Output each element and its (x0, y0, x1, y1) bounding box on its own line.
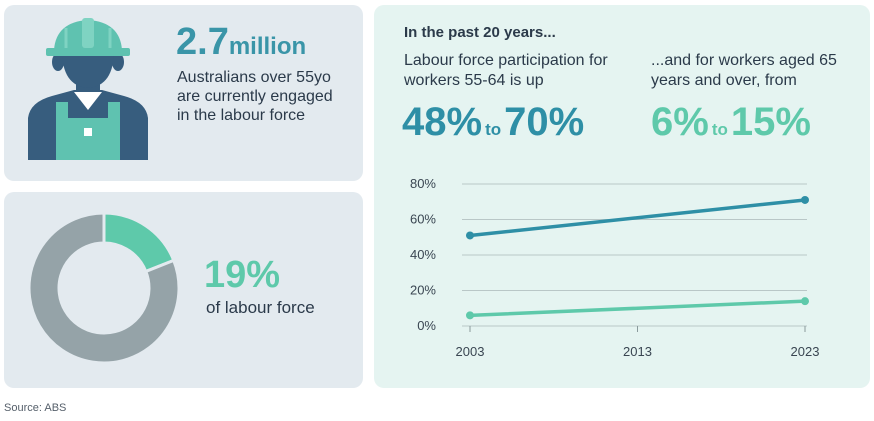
trend-65-from: 6% (651, 100, 709, 144)
participation-trend-card (374, 5, 870, 388)
x-tick-label: 2013 (623, 344, 652, 359)
workforce-unit: million (228, 33, 307, 60)
y-tick-label: 80% (410, 176, 436, 191)
source-note: Source: ABS (4, 402, 67, 414)
trend-5564-range: 48% to70% (402, 100, 584, 153)
x-tick-label: 2003 (456, 344, 485, 359)
labour-share-label: of labour force (206, 298, 315, 317)
trend-65-to: 15% (730, 100, 811, 144)
worker-hardhat-icon (28, 18, 148, 160)
trend-65-description: ...and for workers aged 65 years and ove… (651, 52, 837, 89)
labour-share-value: 19% (204, 254, 281, 296)
series-line-0 (468, 198, 807, 238)
trend-heading: In the past 20 years... (404, 24, 556, 41)
x-tick-label: 2023 (791, 344, 820, 359)
trend-5564-from: 48% (402, 100, 483, 144)
series-line-1 (468, 299, 807, 318)
series-point (466, 311, 474, 320)
series-point (466, 231, 474, 240)
workforce-description: Australians over 55yo are currently enga… (177, 69, 333, 124)
trend-65-connector: to (711, 120, 728, 139)
y-tick-label: 20% (410, 283, 436, 298)
series-point (801, 297, 809, 306)
y-tick-label: 60% (410, 212, 436, 227)
donut-slice-1 (28, 212, 180, 364)
donut-slice-0 (102, 212, 176, 274)
series-point (801, 195, 809, 204)
trend-65-range: 6% to15% (651, 100, 811, 153)
workforce-stat: 2.7million (176, 22, 306, 67)
labour-share-donut-chart (28, 212, 180, 364)
y-tick-label: 0% (417, 318, 436, 333)
trend-5564-to: 70% (504, 100, 585, 144)
trend-5564-connector: to (485, 120, 502, 139)
participation-line-chart: 0% 20% 40% 60% 80% 2003 2013 2023 (410, 176, 820, 359)
workforce-value: 2.7 (176, 21, 229, 63)
y-tick-label: 40% (410, 247, 436, 262)
trend-5564-description: Labour force participation for workers 5… (404, 52, 608, 89)
